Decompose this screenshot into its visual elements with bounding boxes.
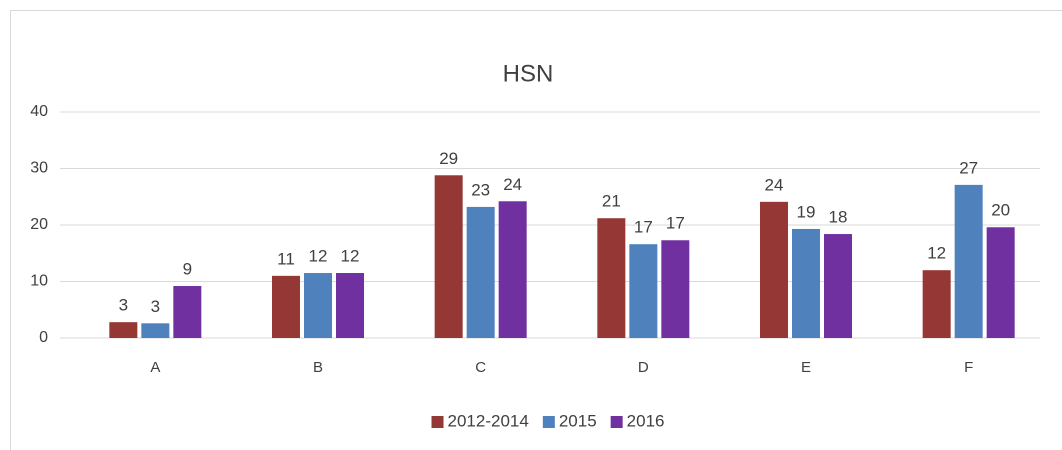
legend-swatch [542,416,555,428]
value-label: 21 [602,192,621,211]
value-label: 27 [959,158,978,177]
value-label: 19 [797,202,816,221]
value-label: 9 [183,260,192,279]
x-tick-label: C [475,359,486,376]
value-label: 11 [277,249,295,268]
legend-label: 2016 [627,411,665,430]
bar [986,227,1015,338]
y-tick-label: 20 [30,216,48,233]
value-label: 20 [991,201,1010,220]
bar [304,273,332,338]
value-label: 17 [634,218,653,237]
legend-label: 2015 [559,411,597,430]
y-tick-label: 10 [30,273,48,290]
bar [109,322,138,338]
value-label: 18 [829,208,848,227]
value-label: 12 [927,244,946,263]
value-label: 29 [439,149,458,168]
bar [272,275,300,338]
bar [629,244,658,338]
x-tick-label: E [801,359,811,376]
bar [498,201,527,338]
legend-swatch [610,416,623,428]
bar [466,206,495,338]
value-label: 17 [666,214,685,233]
value-label: 24 [503,175,522,194]
bar [824,234,852,338]
bar [597,218,626,338]
x-tick-label: A [150,359,160,376]
value-label: 3 [119,296,128,315]
value-label: 23 [471,180,490,199]
bar [336,273,364,338]
value-label: 12 [309,247,328,266]
x-tick-label: D [638,359,649,376]
bar [954,184,983,338]
bar [760,201,788,338]
chart-title: HSN [503,60,554,87]
y-tick-label: 30 [30,160,48,177]
bar [792,228,820,338]
value-label: 24 [765,175,784,194]
legend-swatch [431,416,444,428]
value-label: 3 [151,297,160,316]
legend-label: 2012-2014 [448,411,529,430]
y-tick-label: 0 [39,329,48,346]
bar [141,323,170,338]
value-label: 12 [341,247,360,266]
x-tick-label: F [964,359,973,376]
bar [922,270,951,338]
x-tick-label: B [313,359,323,376]
chart-frame [10,10,1062,450]
y-tick-label: 40 [30,103,48,120]
bar [434,175,463,338]
bar [661,240,690,338]
bar [173,286,202,338]
